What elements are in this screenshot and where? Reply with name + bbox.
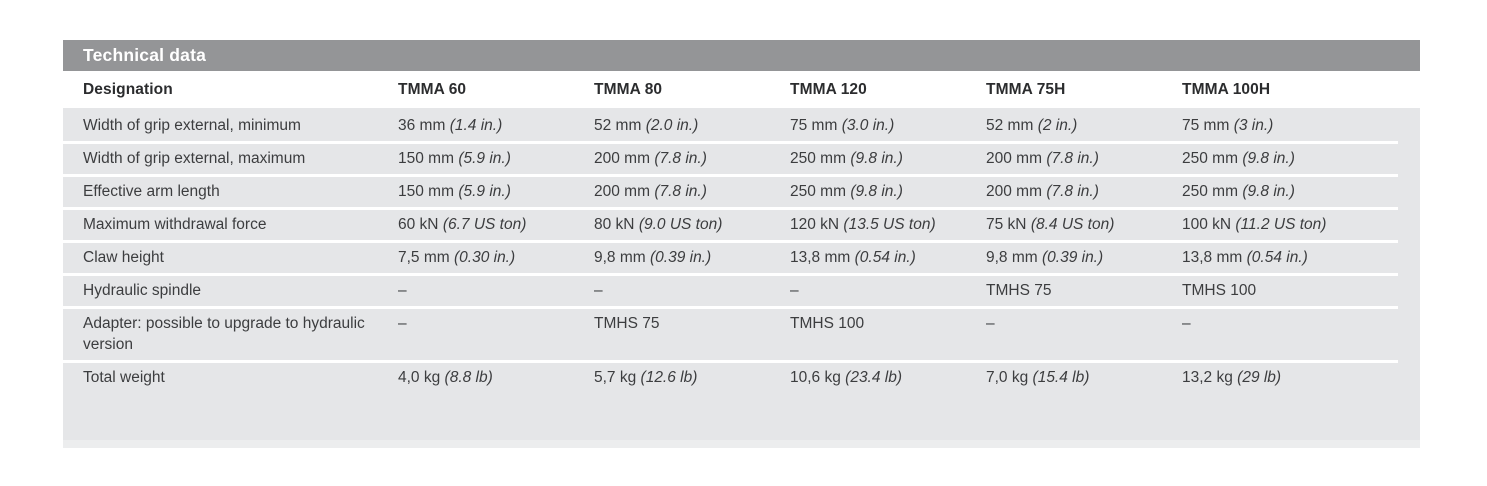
table-title-bar: Technical data <box>63 40 1420 71</box>
cell-value: 120 kN (13.5 US ton) <box>790 216 936 233</box>
cell-value: TMHS 75 <box>986 282 1052 299</box>
cell-designation: Width of grip external, minimum <box>83 117 301 134</box>
cell-value: 13,2 kg (29 lb) <box>1182 369 1282 386</box>
cell-designation: Total weight <box>83 369 165 386</box>
table-row: Width of grip external, maximum 150 mm (5… <box>63 141 1420 174</box>
table-body: Width of grip external, minimum 36 mm (1.… <box>63 108 1420 393</box>
cell-value: 7,5 mm (0.30 in.) <box>398 249 516 266</box>
column-header: TMMA 120 <box>790 80 867 98</box>
cell-value: – <box>398 282 407 299</box>
cell-value: 200 mm (7.8 in.) <box>594 183 707 200</box>
cell-designation: Adapter: possible to upgrade to hydrauli… <box>83 315 365 353</box>
table-header-row: Designation TMMA 60 TMMA 80 TMMA 120 TMMA 75… <box>63 71 1420 108</box>
cell-value: 80 kN (9.0 US ton) <box>594 216 723 233</box>
cell-value: 52 mm (2.0 in.) <box>594 117 699 134</box>
cell-value: 75 mm (3.0 in.) <box>790 117 895 134</box>
cell-value: – <box>398 315 407 332</box>
cell-value: 250 mm (9.8 in.) <box>790 183 903 200</box>
cell-value: 13,8 mm (0.54 in.) <box>790 249 916 266</box>
cell-value: 100 kN (11.2 US ton) <box>1182 216 1327 233</box>
cell-value: 9,8 mm (0.39 in.) <box>594 249 712 266</box>
cell-value: TMHS 100 <box>1182 282 1257 299</box>
cell-value: 10,6 kg (23.4 lb) <box>790 369 903 386</box>
column-header: TMMA 100H <box>1182 80 1271 98</box>
cell-designation: Claw height <box>83 249 164 266</box>
cell-value: 5,7 kg (12.6 lb) <box>594 369 698 386</box>
table-row: Total weight 4,0 kg (8.8 lb) 5,7 kg (12.6 … <box>63 360 1420 393</box>
cell-value: 7,0 kg (15.4 lb) <box>986 369 1090 386</box>
table-row: Width of grip external, minimum 36 mm (1.… <box>63 108 1420 141</box>
cell-value: 150 mm (5.9 in.) <box>398 183 511 200</box>
table-title: Technical data <box>83 45 207 65</box>
column-header: TMMA 80 <box>594 80 663 98</box>
cell-designation: Maximum withdrawal force <box>83 216 267 233</box>
column-header: Designation <box>83 80 173 98</box>
cell-designation: Effective arm length <box>83 183 220 200</box>
table-row: Claw height 7,5 mm (0.30 in.) 9,8 mm (0.39… <box>63 240 1420 273</box>
cell-value: 13,8 mm (0.54 in.) <box>1182 249 1308 266</box>
cell-value: 4,0 kg (8.8 lb) <box>398 369 493 386</box>
table-row: Effective arm length 150 mm (5.9 in.) 200 … <box>63 174 1420 207</box>
cell-value: – <box>986 315 995 332</box>
cell-value: 200 mm (7.8 in.) <box>594 150 707 167</box>
cell-value: TMHS 100 <box>790 315 865 332</box>
column-header: TMMA 75H <box>986 80 1066 98</box>
cell-value: 200 mm (7.8 in.) <box>986 150 1099 167</box>
table-filler <box>63 393 1420 440</box>
cell-value: – <box>594 282 603 299</box>
table-row: Hydraulic spindle – – – TMHS 75 TMHS 100 <box>63 273 1420 306</box>
cell-value: 75 kN (8.4 US ton) <box>986 216 1115 233</box>
cell-value: – <box>1182 315 1191 332</box>
table-row: Adapter: possible to upgrade to hydrauli… <box>63 306 1420 360</box>
cell-value: 9,8 mm (0.39 in.) <box>986 249 1104 266</box>
cell-value: 52 mm (2 in.) <box>986 117 1078 134</box>
cell-value: 60 kN (6.7 US ton) <box>398 216 527 233</box>
table-bottom-edge <box>63 440 1420 448</box>
cell-value: 250 mm (9.8 in.) <box>790 150 903 167</box>
cell-designation: Width of grip external, maximum <box>83 150 306 167</box>
cell-value: – <box>790 282 799 299</box>
cell-value: TMHS 75 <box>594 315 660 332</box>
cell-designation: Hydraulic spindle <box>83 282 202 299</box>
cell-value: 36 mm (1.4 in.) <box>398 117 503 134</box>
table-row: Maximum withdrawal force 60 kN (6.7 US to… <box>63 207 1420 240</box>
cell-value: 250 mm (9.8 in.) <box>1182 150 1295 167</box>
cell-value: 75 mm (3 in.) <box>1182 117 1274 134</box>
column-header: TMMA 60 <box>398 80 467 98</box>
cell-value: 200 mm (7.8 in.) <box>986 183 1099 200</box>
cell-value: 250 mm (9.8 in.) <box>1182 183 1295 200</box>
cell-value: 150 mm (5.9 in.) <box>398 150 511 167</box>
technical-data-table: Technical data Designation TMMA 60 TMMA 80… <box>63 40 1420 448</box>
